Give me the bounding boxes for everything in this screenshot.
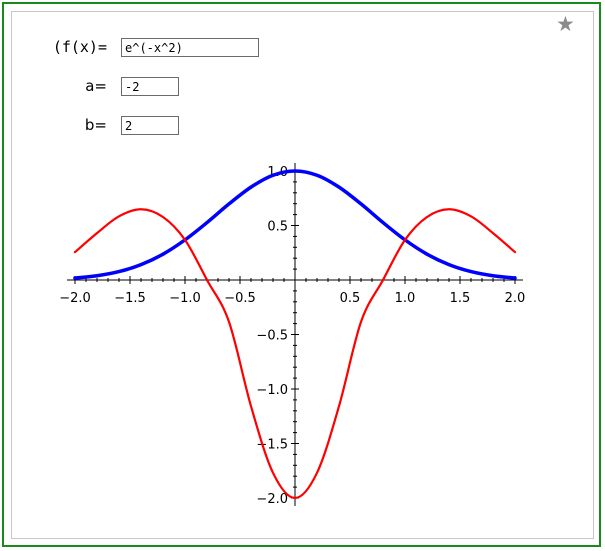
- y-tick-label: −0.5: [256, 329, 288, 344]
- y-tick-label: −2.0: [256, 492, 288, 507]
- b-input[interactable]: [121, 116, 179, 135]
- widget-frame: [2, 2, 601, 547]
- y-tick-label: −1.0: [256, 383, 288, 398]
- x-tick-label: −0.5: [224, 291, 256, 306]
- a-input[interactable]: [121, 77, 179, 96]
- x-tick-label: −1.5: [114, 291, 146, 306]
- f-label: (f(x)=: [52, 38, 107, 56]
- x-tick-label: 2.0: [505, 291, 526, 306]
- widget-inner-frame: [11, 11, 594, 539]
- star-icon[interactable]: ★: [556, 12, 575, 36]
- x-tick-label: 0.5: [340, 291, 361, 306]
- series-line-fpp: [73, 208, 517, 500]
- a-label: a=: [85, 77, 107, 95]
- x-tick-label: 1.5: [450, 291, 471, 306]
- y-tick-label: 0.5: [267, 220, 288, 235]
- series-line-f: [73, 169, 517, 280]
- b-label: b=: [84, 116, 107, 134]
- x-tick-label: −2.0: [59, 291, 91, 306]
- f-input[interactable]: [121, 38, 259, 57]
- x-tick-label: 1.0: [395, 291, 416, 306]
- x-tick-label: −1.0: [169, 291, 201, 306]
